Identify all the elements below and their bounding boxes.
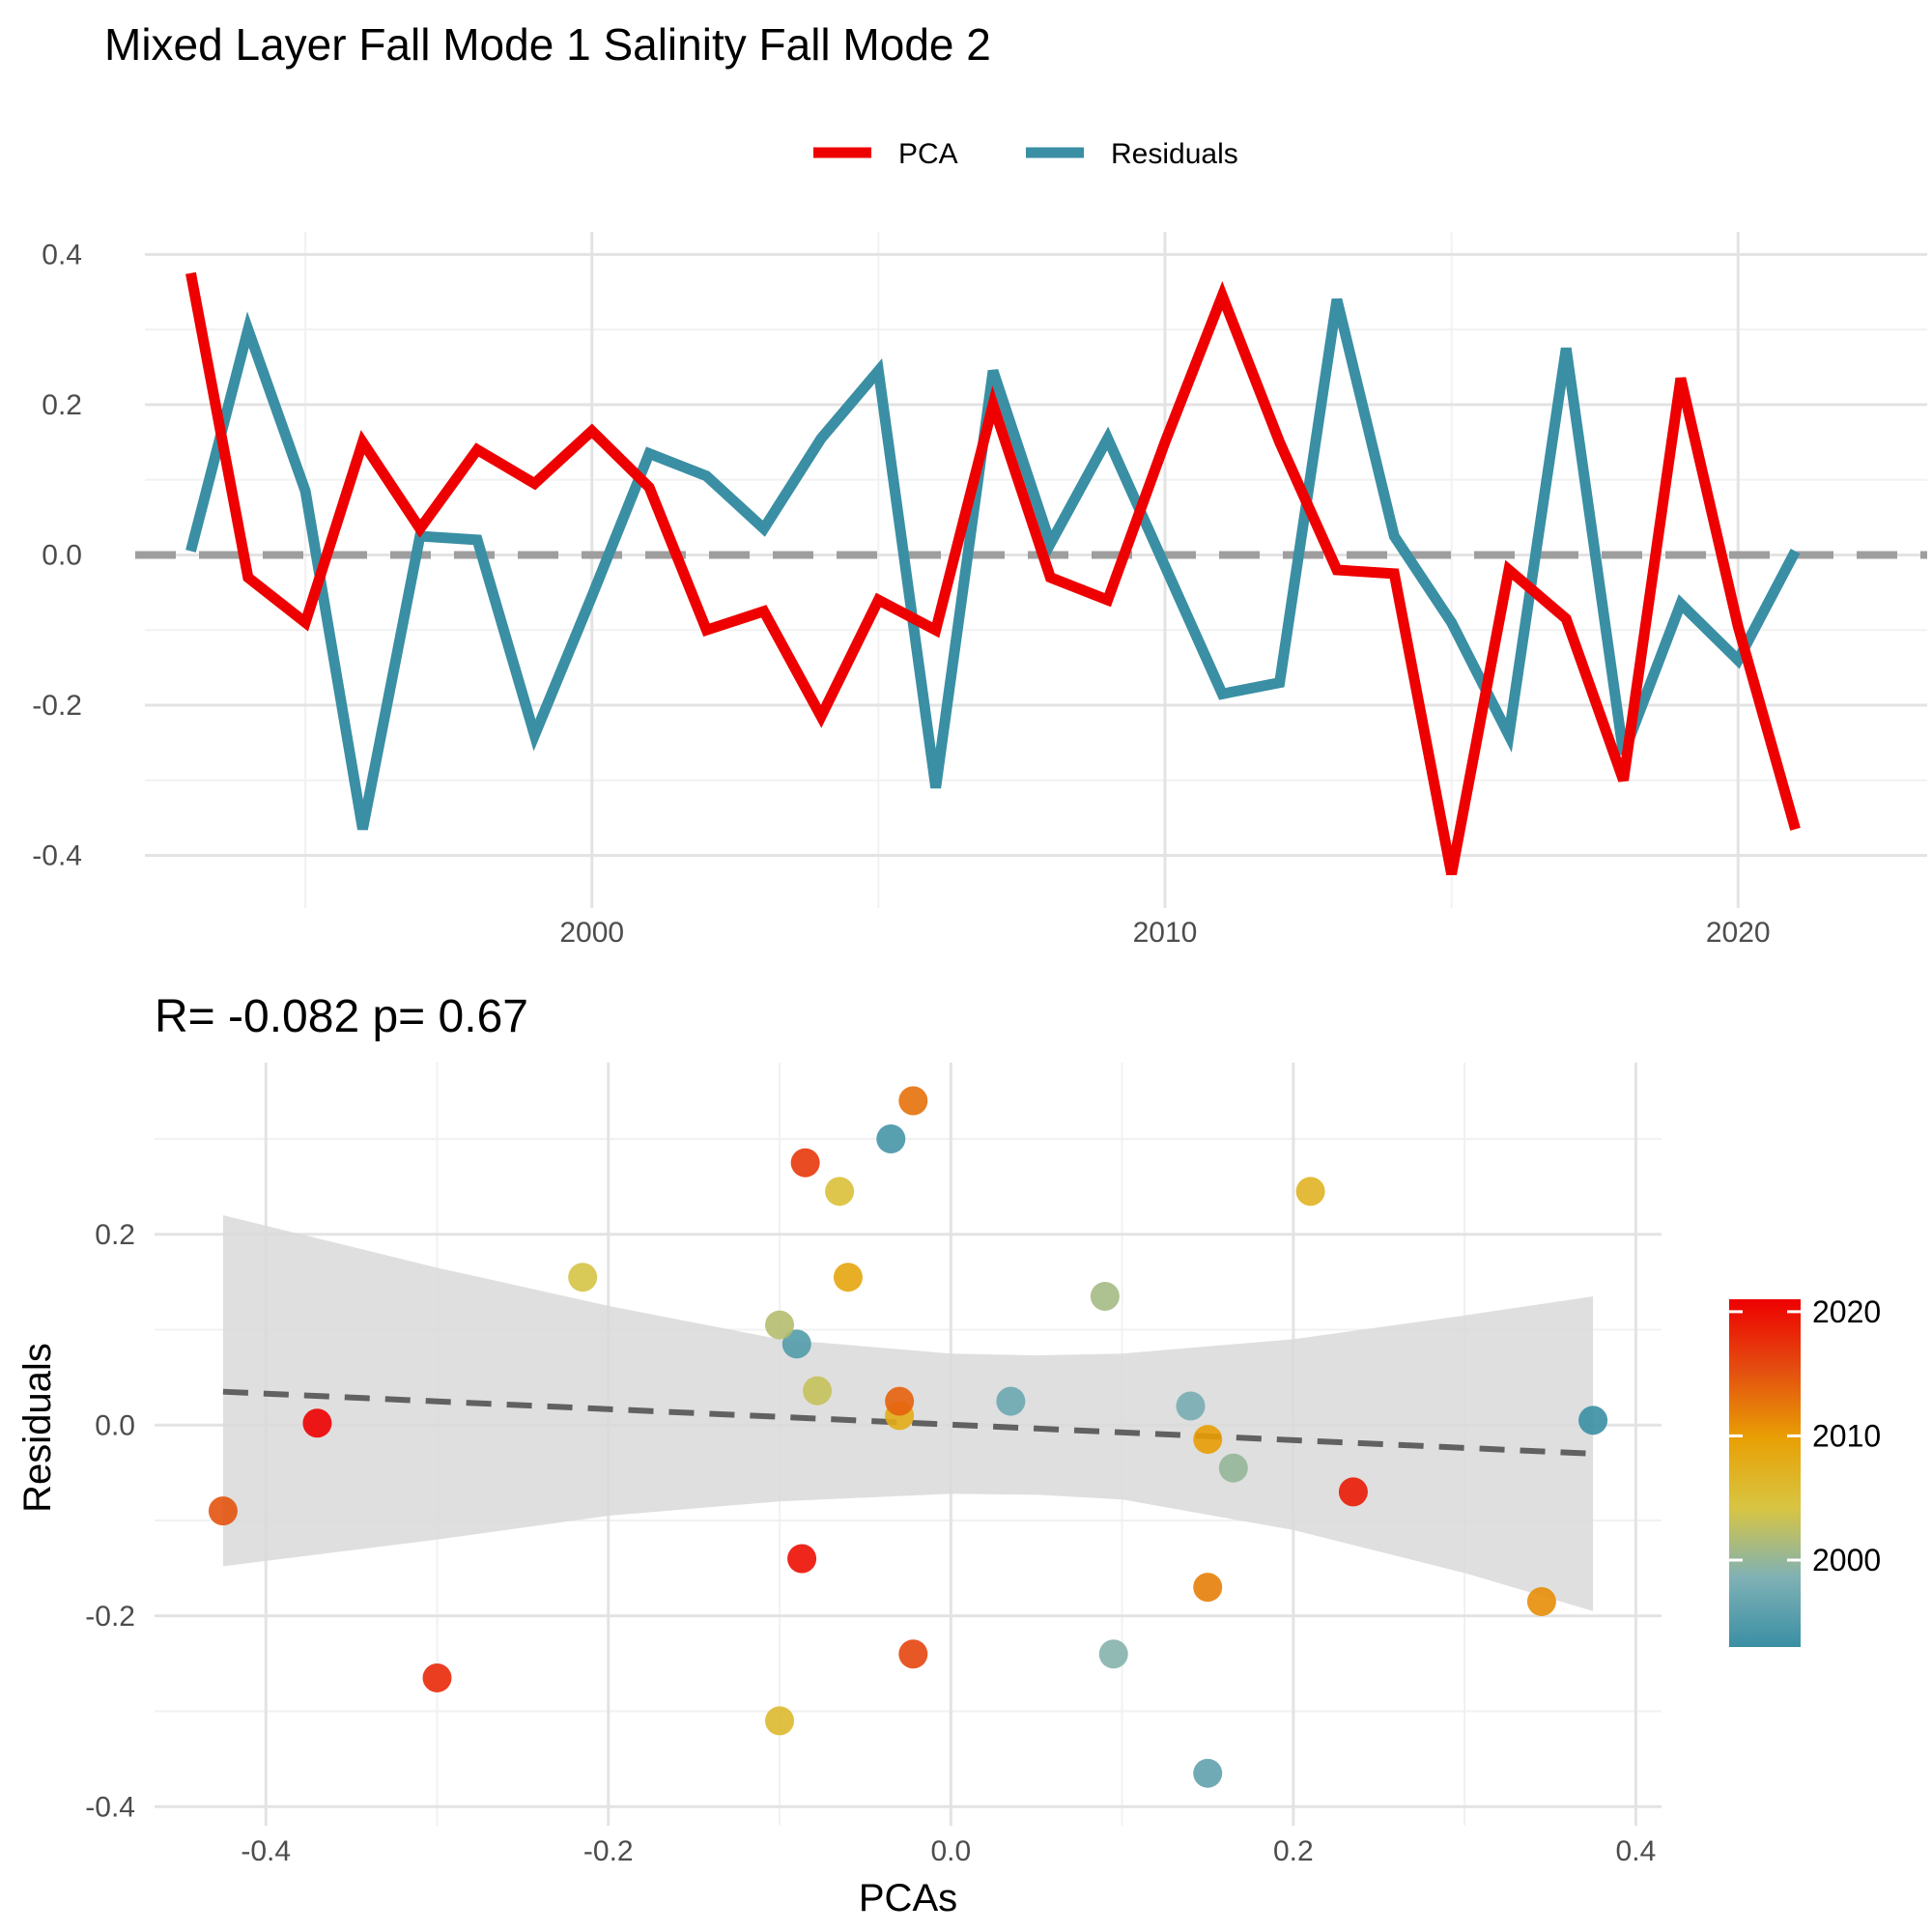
scatter-point	[1578, 1406, 1608, 1435]
colorbar-ticks: 2020 2010 2000	[1729, 1294, 1881, 1577]
bottom-panel-scatter: R= -0.082 p= 0.67 0.20.0-0.2-0.4 -0.4 -0.…	[16, 991, 1662, 1919]
scatter-point	[765, 1706, 795, 1736]
chart-title: Mixed Layer Fall Mode 1 Salinity Fall Mo…	[104, 19, 991, 70]
top-x-tick-label: 2010	[1133, 917, 1198, 949]
top-panel-line-chart: 0.4 0.2 0.0 -0.2 -0.4 2000 2010 2020	[32, 232, 1927, 949]
scatter-point	[790, 1148, 820, 1178]
correlation-subtitle: R= -0.082 p= 0.67	[155, 991, 528, 1042]
colorbar-tick-label: 2010	[1812, 1418, 1881, 1453]
top-y-tick-labels: 0.4 0.2 0.0 -0.2 -0.4	[32, 239, 82, 871]
scatter-points	[208, 1086, 1608, 1788]
scatter-point	[803, 1376, 833, 1406]
scatter-point	[568, 1263, 598, 1293]
bottom-y-tick-label: -0.2	[85, 1601, 135, 1633]
scatter-point	[302, 1408, 332, 1438]
scatter-point	[781, 1329, 811, 1359]
bottom-x-tick-label: 0.2	[1273, 1835, 1314, 1867]
scatter-point	[898, 1086, 928, 1116]
scatter-point	[1218, 1453, 1248, 1483]
scatter-point	[885, 1386, 915, 1416]
scatter-point	[422, 1662, 452, 1692]
bottom-y-tick-label: 0.0	[95, 1409, 135, 1441]
bottom-x-tick-label: -0.4	[241, 1835, 291, 1867]
scatter-point	[1295, 1177, 1325, 1207]
bottom-x-tick-label: -0.2	[583, 1835, 634, 1867]
legend-label-residuals: Residuals	[1111, 138, 1238, 170]
top-y-tick-label: 0.0	[42, 539, 82, 571]
top-y-tick-label: 0.4	[42, 239, 82, 270]
top-x-tick-labels: 2000 2010 2020	[559, 917, 1770, 949]
x-axis-title: PCAs	[859, 1877, 957, 1919]
colorbar: 2020 2010 2000	[1729, 1294, 1881, 1647]
bottom-y-tick-label: -0.4	[85, 1791, 135, 1823]
legend-label-pca: PCA	[898, 138, 958, 170]
scatter-point	[1176, 1391, 1206, 1421]
colorbar-gradient	[1729, 1299, 1801, 1647]
y-axis-title: Residuals	[16, 1343, 59, 1513]
scatter-point	[1193, 1425, 1223, 1455]
top-x-tick-label: 2000	[559, 917, 624, 949]
regression-fit-line	[222, 1388, 1594, 1457]
series-line-residuals	[185, 298, 1801, 831]
scatter-point	[1338, 1477, 1368, 1507]
scatter-point	[1526, 1586, 1556, 1616]
bottom-y-tick-labels: 0.2 0.0 -0.2 -0.4	[85, 1219, 135, 1824]
scatter-point	[787, 1544, 817, 1574]
bottom-x-tick-labels: -0.4 -0.2 0.0 0.2 0.4	[241, 1835, 1656, 1867]
scatter-point	[898, 1639, 928, 1669]
colorbar-tick-label: 2000	[1812, 1543, 1881, 1577]
bottom-y-tick-label: 0.2	[95, 1219, 135, 1251]
bottom-x-tick-label: 0.0	[930, 1835, 971, 1867]
scatter-point	[208, 1496, 238, 1526]
series-line-pca	[185, 271, 1801, 876]
scatter-point	[1098, 1639, 1128, 1669]
scatter-point	[876, 1124, 906, 1153]
legend: PCA Residuals	[813, 138, 1238, 170]
top-y-tick-label: -0.4	[32, 840, 82, 872]
scatter-point	[1193, 1758, 1223, 1788]
bottom-x-tick-label: 0.4	[1616, 1835, 1657, 1867]
scatter-point	[996, 1386, 1026, 1416]
top-y-tick-label: -0.2	[32, 690, 82, 722]
colorbar-tick-label: 2020	[1812, 1294, 1881, 1329]
scatter-point	[825, 1177, 855, 1207]
top-y-tick-label: 0.2	[42, 389, 82, 421]
scatter-point	[1193, 1573, 1223, 1603]
top-x-tick-label: 2020	[1706, 917, 1771, 949]
scatter-point	[833, 1263, 863, 1293]
scatter-point	[1090, 1281, 1120, 1311]
scatter-point	[765, 1310, 795, 1340]
